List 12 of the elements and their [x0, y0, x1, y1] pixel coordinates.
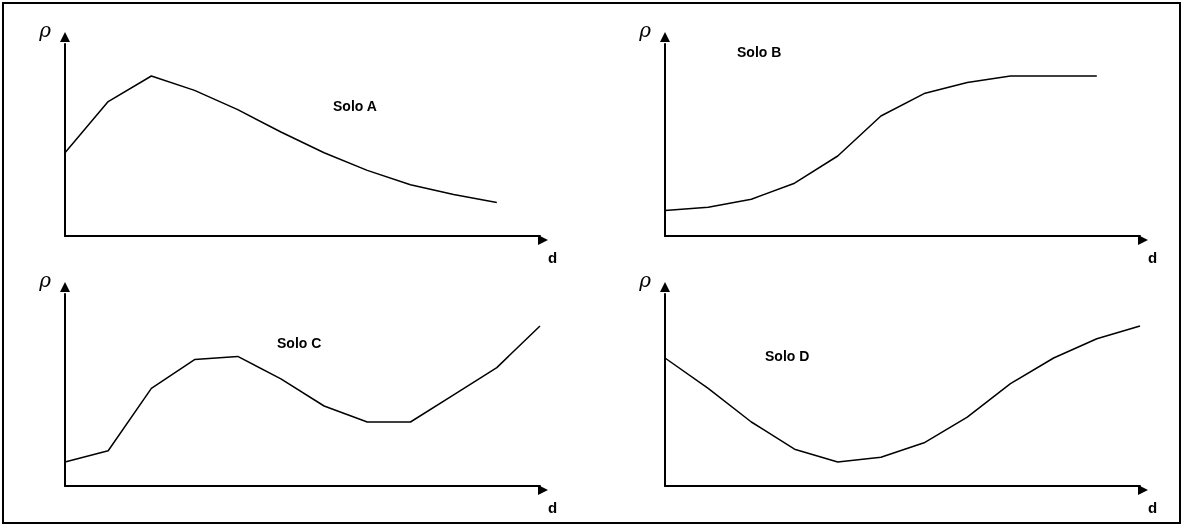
text: Solo A	[333, 97, 377, 114]
x-axis-title: d	[548, 499, 558, 516]
x-axis-title: d	[548, 249, 558, 266]
y-axis-title: ρ	[38, 18, 52, 42]
chart-title: Solo B	[737, 43, 782, 60]
text: Solo C	[277, 335, 322, 352]
y-axis-title: ρ	[38, 268, 52, 292]
text: Solo D	[765, 347, 810, 364]
y-axis-title: ρ	[638, 268, 652, 292]
x-axis-title: d	[1148, 499, 1158, 516]
x-axis-title: d	[1148, 249, 1158, 266]
y-axis-title: ρ	[638, 18, 652, 42]
